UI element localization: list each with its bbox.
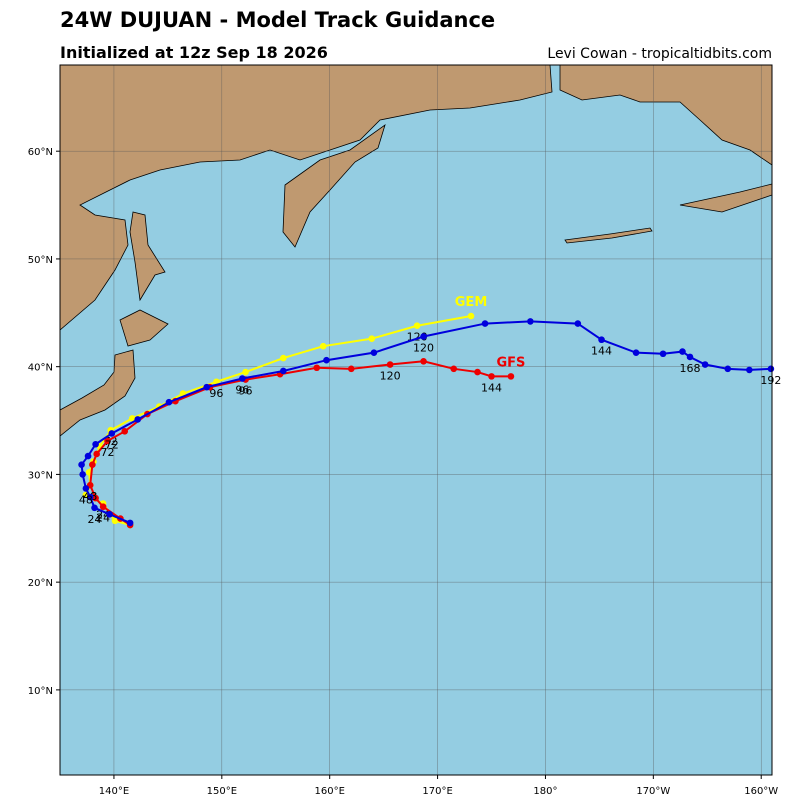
track-point [481, 320, 489, 327]
track-point [724, 365, 732, 373]
lon-tick-label: 180° [533, 786, 557, 797]
kamchatka [282, 123, 386, 248]
ocean [60, 65, 772, 775]
track-point [746, 366, 753, 374]
track-point [420, 333, 427, 340]
credit: Levi Cowan - tropicaltidbits.com [547, 46, 772, 62]
track-point [92, 440, 99, 448]
track-point [701, 361, 709, 368]
subtitle: Initialized at 12z Sep 18 2026 [60, 43, 328, 62]
lon-tick-label: 160°W [744, 786, 778, 797]
sakhalin [129, 211, 166, 302]
track-point [104, 437, 111, 445]
lon-tick-label: 170°E [422, 786, 452, 797]
lon-tick-label: 150°E [207, 786, 237, 797]
forecast-hour-label: 144 [481, 381, 502, 394]
track-point [128, 415, 136, 422]
land [59, 64, 773, 437]
forecast-hour-label: 120 [413, 342, 434, 355]
track-point [347, 365, 355, 373]
forecast-hour-label: 96 [239, 385, 253, 398]
track-point [386, 361, 394, 368]
track-point [767, 365, 775, 373]
track-point [488, 373, 495, 380]
track-point [420, 357, 427, 365]
track-point [106, 510, 113, 518]
track-point [79, 471, 86, 478]
track-point [78, 461, 85, 469]
track-point [574, 320, 582, 327]
track-point [280, 367, 287, 375]
track-point [111, 517, 119, 525]
track-point [86, 493, 94, 501]
model-name-label: GFS [496, 355, 525, 370]
track-point [92, 494, 99, 502]
forecast-hour-label: 72 [105, 438, 119, 451]
track-point [474, 368, 481, 376]
track-point [679, 348, 686, 355]
lat-tick-label: 50°N [28, 255, 53, 266]
track-line [89, 360, 511, 526]
track-point [84, 452, 92, 460]
tracks: 24487296120GEM24487296120144GFS244872961… [78, 295, 781, 529]
track-point [126, 519, 134, 527]
forecast-hour-label: 144 [591, 345, 612, 358]
forecast-hour-label: 96 [235, 384, 249, 397]
lon-tick-label: 160°E [314, 786, 344, 797]
track-point [467, 312, 475, 320]
forecast-hour-label: 192 [760, 374, 781, 387]
forecast-hour-label: 24 [96, 508, 110, 521]
track-point [121, 428, 129, 435]
track-point [370, 349, 378, 356]
track-point [242, 368, 249, 376]
track-point [89, 461, 96, 469]
lat-tick-label: 20°N [28, 578, 53, 589]
forecast-hour-label: 168 [680, 362, 701, 375]
lat-tick-label: 60°N [28, 147, 53, 158]
track-point [82, 485, 90, 492]
forecast-hour-label: 96 [209, 387, 223, 400]
title: 24W DUJUAN - Model Track Guidance [60, 8, 495, 32]
track-point [527, 318, 534, 325]
forecast-hour-label: 72 [100, 446, 114, 459]
track-point [659, 350, 667, 358]
lon-tick-label: 170°W [636, 786, 670, 797]
forecast-hour-label: 48 [79, 493, 93, 506]
track-point [632, 349, 640, 356]
track-point [280, 354, 287, 362]
track-point [413, 322, 421, 330]
track-point [686, 353, 694, 361]
honshu [59, 349, 136, 437]
model-name-label: GEM [455, 295, 488, 310]
track-point [134, 416, 141, 423]
track-point [165, 398, 173, 406]
track-point [368, 335, 376, 342]
lat-tick-label: 40°N [28, 363, 53, 374]
aleutians [564, 227, 653, 244]
asia [59, 64, 553, 331]
hokkaido [119, 309, 169, 347]
track-point [203, 383, 211, 391]
track-point [91, 504, 98, 512]
lat-tick-label: 30°N [28, 470, 53, 481]
forecast-hour-label: 120 [380, 370, 401, 383]
track-point [507, 373, 515, 380]
track-point [319, 342, 327, 350]
track-point [313, 364, 321, 372]
track-point [99, 503, 107, 511]
track-point [450, 365, 458, 373]
map-frame [59, 64, 773, 776]
graticule [60, 65, 772, 775]
forecast-hour-label: 24 [88, 513, 102, 526]
track-point [108, 430, 116, 437]
track-point [598, 336, 605, 344]
lon-tick-label: 140°E [99, 786, 129, 797]
track-point [323, 356, 330, 364]
track-point [239, 375, 246, 382]
lat-tick-label: 10°N [28, 686, 53, 697]
track-point [93, 450, 100, 458]
